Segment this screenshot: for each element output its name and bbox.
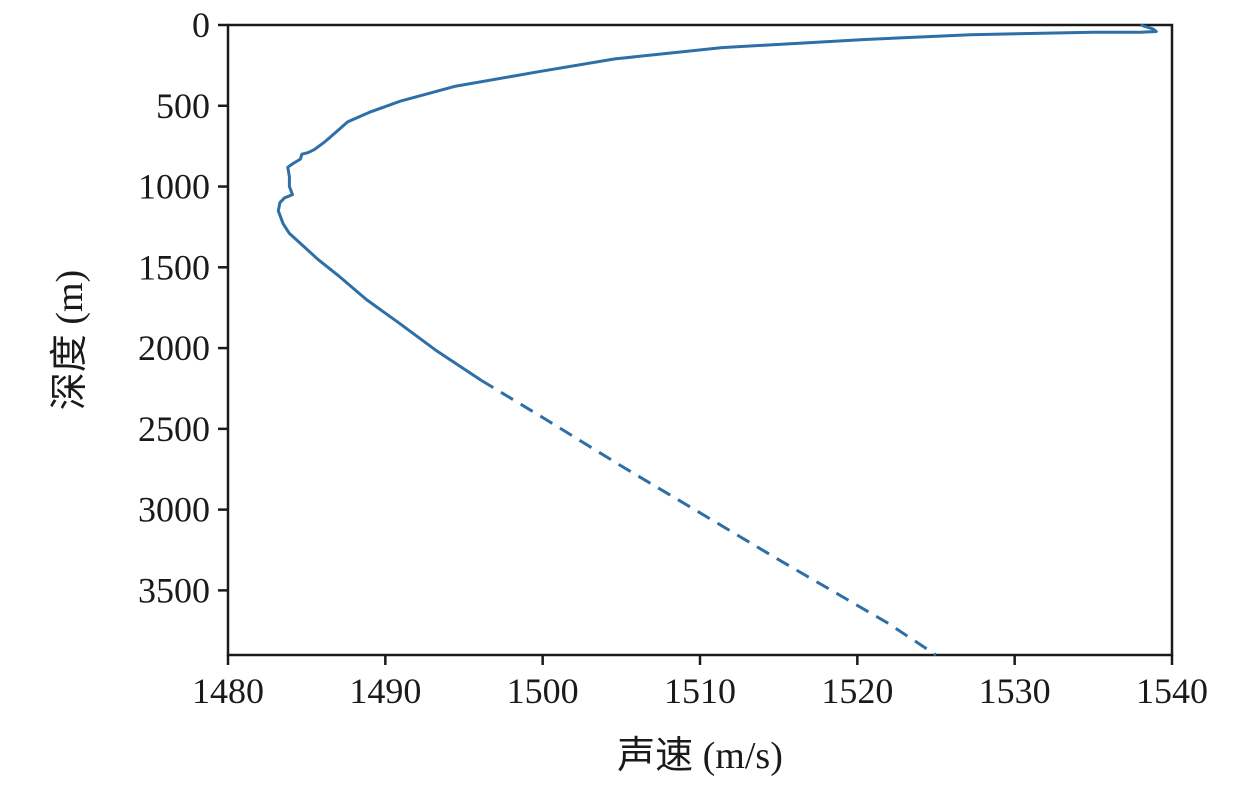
y-tick-label: 2000 [138, 328, 210, 368]
x-tick-label: 1490 [349, 671, 421, 711]
y-tick-label: 2500 [138, 409, 210, 449]
x-tick-label: 1520 [821, 671, 893, 711]
plot-frame [226, 23, 1174, 657]
y-axis: 0 500 1000 1500 2000 2500 3000 3500 [138, 5, 228, 610]
y-tick-label: 0 [192, 5, 210, 45]
y-tick-label: 3500 [138, 570, 210, 610]
x-tick-label: 1530 [979, 671, 1051, 711]
x-tick-label: 1500 [507, 671, 579, 711]
y-tick-label: 1000 [138, 167, 210, 207]
x-axis-label: 声速 (m/s) [617, 735, 783, 777]
x-tick-label: 1510 [664, 671, 736, 711]
series-layer [276, 23, 1158, 657]
y-axis-label: 深度 (m) [49, 270, 91, 410]
x-axis: 1480 1490 1500 1510 1520 1530 1540 [192, 655, 1208, 711]
y-tick-label: 3000 [138, 490, 210, 530]
y-tick-label: 1500 [138, 247, 210, 287]
x-tick-label: 1540 [1136, 671, 1208, 711]
x-tick-label: 1480 [192, 671, 264, 711]
y-tick-label: 500 [156, 86, 210, 126]
extrapolated-profile-line [480, 379, 937, 657]
measured-profile-line [276, 23, 1158, 382]
